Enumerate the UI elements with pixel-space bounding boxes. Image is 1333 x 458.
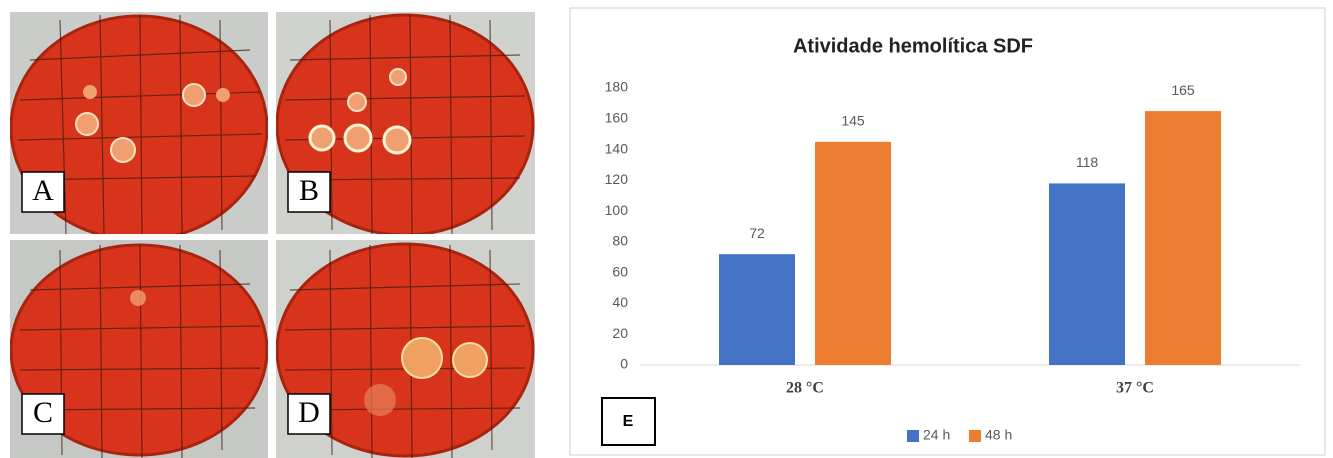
panel-label: A (32, 174, 54, 207)
legend-swatch (907, 430, 919, 442)
legend-label: 48 h (985, 427, 1012, 443)
y-tick-label: 60 (612, 263, 628, 279)
legend-label: 24 h (923, 427, 950, 443)
panel-label: C (33, 396, 53, 429)
x-tick-label: 37 °C (1116, 380, 1154, 397)
y-tick-label: 120 (605, 171, 629, 187)
value-label: 72 (749, 225, 765, 241)
y-tick-label: 20 (612, 325, 628, 341)
value-label: 165 (1171, 82, 1195, 98)
panel-label: E (623, 413, 634, 430)
x-tick-label: 28 °C (786, 380, 824, 397)
value-label: 145 (841, 113, 865, 129)
panel-label: B (299, 174, 319, 207)
panel-label: D (298, 396, 320, 429)
bar (719, 254, 795, 365)
y-tick-label: 180 (605, 79, 629, 95)
bar (1049, 183, 1125, 365)
legend-swatch (969, 430, 981, 442)
chart-title: Atividade hemolítica SDF (793, 35, 1033, 57)
figure: Atividade hemolítica SDF E A B C D 0 20 40 60 80… (0, 0, 1333, 458)
y-tick-label: 80 (612, 233, 628, 249)
bar (1145, 111, 1221, 365)
y-tick-label: 0 (620, 356, 628, 372)
y-tick-label: 40 (612, 294, 628, 310)
y-tick-label: 100 (605, 202, 629, 218)
y-tick-label: 140 (605, 140, 629, 156)
bar (815, 142, 891, 365)
y-tick-label: 160 (605, 109, 629, 125)
value-label: 118 (1076, 154, 1099, 170)
